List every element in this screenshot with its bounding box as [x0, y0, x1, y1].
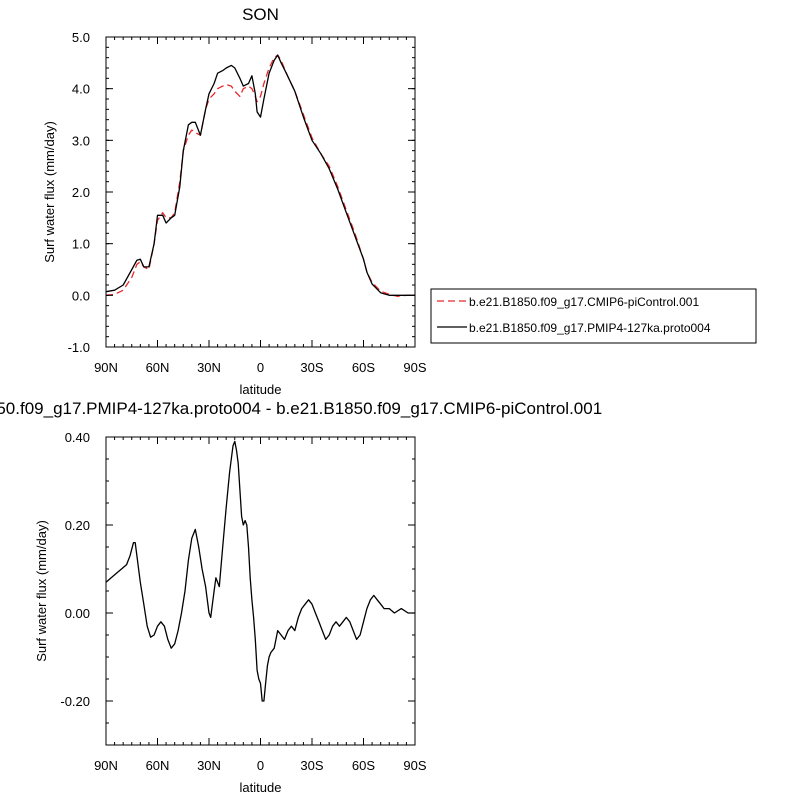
- chart-panel-1: 90N 60N 30N 0 30S 60S 90S -1.0 0.0 1.0 2.0 3.0 4.0 5.…: [42, 5, 757, 397]
- series-line-1: [105, 54, 415, 298]
- y-tick-label: 0.0: [72, 288, 90, 303]
- x-tick-label: 30S: [300, 360, 323, 375]
- y-axis-title: Surf water flux (mm/day): [34, 520, 49, 662]
- plot-frame: [105, 436, 416, 746]
- x-tick-label: 0: [257, 758, 264, 773]
- chart-panel-2: 90N 60N 30N 0 30S 60S 90S -0.20 0.00 0.20 0.40 b.e2…: [0, 399, 602, 795]
- legend-label-1: b.e21.B1850.f09_g17.CMIP6-piControl.001: [469, 295, 699, 309]
- y-tick-label: 3.0: [72, 133, 90, 148]
- x-tick-label: 60N: [146, 758, 170, 773]
- x-tick-label: 60N: [146, 360, 170, 375]
- y-tick-label: 1.0: [72, 237, 90, 252]
- x-tick-label: 90N: [94, 360, 118, 375]
- x-tick-label: 90S: [403, 758, 426, 773]
- x-axis-title: latitude: [240, 382, 282, 397]
- x-tick-label: 30N: [197, 360, 221, 375]
- chart-title: b.e21.B1850.f09_g17.PMIP4-127ka.proto004…: [0, 399, 602, 418]
- x-tick-label: 60S: [352, 360, 375, 375]
- y-tick-label: 4.0: [72, 82, 90, 97]
- x-tick-label: 30N: [197, 758, 221, 773]
- y-tick-label: -1.0: [68, 340, 90, 355]
- x-tick-label: 60S: [352, 758, 375, 773]
- x-tick-label: 30S: [300, 758, 323, 773]
- y-tick-label: 0.40: [65, 430, 90, 445]
- y-tick-label: 5.0: [72, 30, 90, 45]
- x-axis-title: latitude: [240, 780, 282, 795]
- y-tick-label: 0.00: [65, 606, 90, 621]
- plot-frame: [105, 36, 416, 348]
- y-axis-title: Surf water flux (mm/day): [42, 121, 57, 263]
- chart-title: SON: [242, 5, 279, 24]
- x-tick-label: 0: [257, 360, 264, 375]
- legend-label-2: b.e21.B1850.f09_g17.PMIP4-127ka.proto004: [469, 321, 711, 335]
- legend-box: [430, 288, 757, 344]
- y-tick-label: -0.20: [60, 694, 90, 709]
- y-tick-label: 0.20: [65, 518, 90, 533]
- y-tick-label: 2.0: [72, 185, 90, 200]
- x-tick-label: 90S: [403, 360, 426, 375]
- series-line-2: [105, 54, 415, 296]
- series-line-1: [105, 440, 415, 702]
- legend: b.e21.B1850.f09_g17.CMIP6-piControl.001b…: [430, 288, 757, 344]
- x-tick-label: 90N: [94, 758, 118, 773]
